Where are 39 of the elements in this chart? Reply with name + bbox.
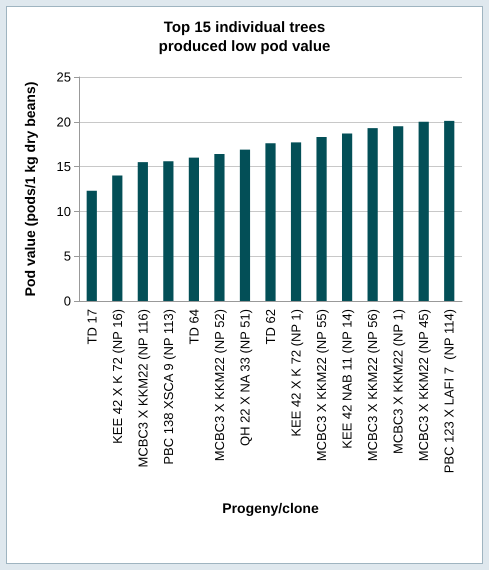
bar (342, 133, 352, 301)
x-tick-label: MCBC3 X KKM22 (NP 45) (416, 309, 432, 462)
chart-title: Top 15 individual trees produced low pod value (158, 19, 330, 55)
y-axis-title: Pod value (pods/1 kg dry beans) (22, 82, 38, 296)
x-axis-title: Progeny/clone (222, 500, 319, 516)
bar (240, 150, 250, 301)
bar (393, 126, 404, 301)
x-tick-label: MCBC3 X KKM22 (NP 116) (135, 309, 150, 468)
bar (418, 122, 429, 301)
x-tick-label: TD 17 (84, 309, 100, 344)
x-tick-label: MCBC3 X KKM22 (NP 52) (212, 309, 227, 462)
bar (214, 154, 225, 301)
bar (444, 120, 454, 301)
y-tick-label: 20 (56, 114, 71, 130)
x-tick-label: PBC 123 X LAFI 7 (NP 114) (442, 309, 457, 474)
y-tick-label: 10 (56, 204, 71, 219)
y-tick-label: 25 (56, 70, 71, 84)
x-tick-label: KEE 42 X K 72 (NP 16) (110, 309, 125, 444)
x-tick-label: MCBC3 X KKM22 (NP 1) (390, 309, 406, 454)
x-tick-label: MCBC3 X KKM22 (NP 56) (365, 309, 380, 462)
y-tick-label: 0 (64, 294, 71, 308)
bar (316, 137, 327, 301)
x-tick-label: TD 62 (263, 309, 278, 344)
bar (138, 162, 148, 301)
bar (188, 158, 200, 301)
x-tick-label: TD 64 (186, 309, 202, 344)
bar (112, 176, 122, 301)
y-tick-label: 15 (56, 159, 71, 174)
bar (290, 142, 302, 301)
y-tick-label: 5 (64, 248, 71, 264)
bar (265, 143, 276, 301)
x-tick-label: PBC 138 XSCA 9 (NP 113) (160, 309, 176, 465)
x-tick-label: QH 22 X NA 33 (NP 51) (237, 309, 252, 446)
x-tick-label: KEE 42 X K 72 (NP 1) (288, 309, 304, 437)
x-tick-label: KEE 42 NAB 11 (NP 14) (340, 309, 355, 449)
bar (86, 190, 97, 301)
bar (368, 128, 378, 301)
bar (163, 161, 174, 301)
x-tick-label: MCBC3 X KKM22 (NP 55) (314, 309, 330, 462)
